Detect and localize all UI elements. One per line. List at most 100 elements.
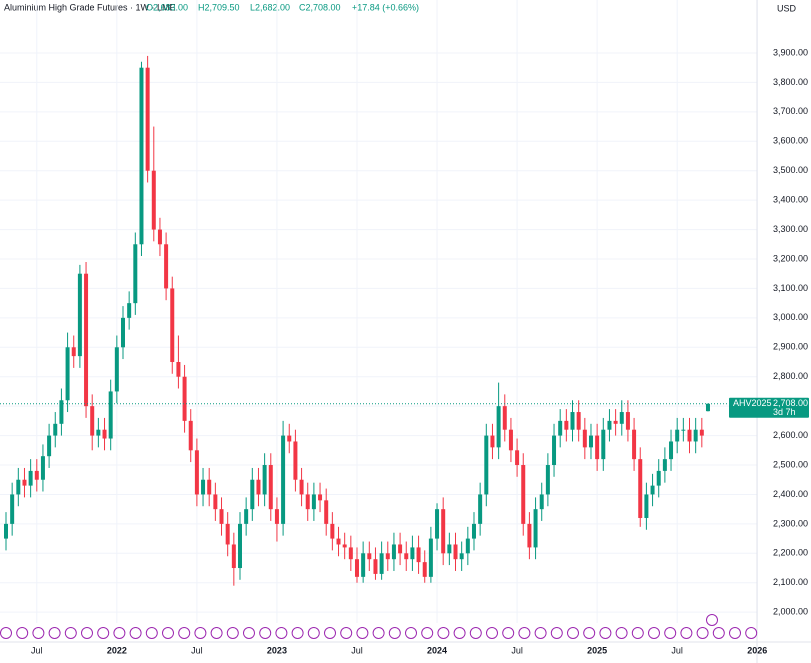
candle-body (120, 317, 125, 348)
candle-body (650, 485, 655, 495)
candle-body (213, 494, 218, 510)
candle-body (207, 479, 212, 495)
event-marker (226, 627, 239, 639)
ohlc-open: O2,683.00 (146, 2, 188, 12)
event-marker (469, 627, 482, 639)
event-marker (486, 627, 498, 639)
candle-body (102, 429, 107, 439)
candle-body (139, 67, 144, 245)
x-tick-label: 2024 (427, 645, 447, 655)
event-marker (0, 627, 12, 639)
event-marker (97, 627, 110, 639)
y-tick-label: 2,100.00 (773, 577, 808, 587)
price-tag-countdown: 3d 7h (773, 407, 796, 417)
candle-body (262, 465, 267, 495)
y-tick-label: 3,200.00 (773, 253, 808, 263)
candle-body (490, 435, 495, 448)
candle-body (287, 435, 292, 442)
event-marker (356, 627, 369, 639)
candle-body (348, 547, 353, 560)
candle-body (361, 553, 366, 577)
candle-body (151, 170, 156, 230)
candle-body (515, 450, 520, 466)
y-tick-label: 3,700.00 (773, 106, 808, 116)
event-marker (567, 627, 579, 639)
candle-body (428, 538, 433, 577)
candle-body (194, 450, 199, 495)
candle-body (496, 406, 501, 448)
candle-body (422, 562, 427, 577)
y-tick-label: 3,800.00 (773, 77, 808, 87)
candle-body (342, 544, 347, 548)
candle-body (96, 429, 101, 436)
candle-body (398, 544, 403, 554)
event-marker (534, 627, 547, 639)
candle-body (244, 509, 249, 524)
candle-body (508, 429, 513, 451)
candle-body (595, 435, 600, 460)
candle-body (619, 412, 624, 424)
candle-body (53, 423, 58, 436)
x-tick-label: 2022 (107, 645, 127, 655)
event-marker (162, 627, 174, 639)
candle-body (133, 244, 138, 304)
y-tick-label: 3,300.00 (773, 224, 808, 234)
candle-body (471, 523, 476, 539)
event-marker (388, 627, 401, 639)
y-tick-label: 3,000.00 (773, 312, 808, 322)
event-marker (324, 627, 336, 639)
price-tag-symbol: AHV2025 (733, 398, 772, 408)
event-marker (729, 627, 741, 639)
candle-body (644, 494, 649, 518)
y-tick-label: 2,800.00 (773, 371, 808, 381)
candle-body (231, 544, 236, 569)
candle-body (22, 479, 27, 486)
y-tick-label: 3,400.00 (773, 195, 808, 205)
ohlc-close: C2,708.00 (299, 2, 341, 12)
candle-body (90, 406, 95, 436)
candle-body (613, 420, 618, 424)
candle-body (336, 538, 341, 545)
candle-body (564, 420, 569, 430)
currency[interactable]: USD (777, 3, 797, 13)
event-marker (243, 627, 255, 639)
event-marker (664, 627, 677, 639)
event-marker (518, 627, 531, 639)
ohlc-high: H2,709.50 (198, 2, 240, 12)
candle-body (484, 435, 489, 495)
x-tick-label: Jul (511, 645, 523, 655)
candle-body (237, 523, 242, 569)
event-marker (113, 627, 126, 639)
candle-body (311, 494, 316, 510)
grid (0, 0, 758, 623)
ohlc-change: +17.84 (+0.66%) (352, 2, 419, 12)
candle-body (669, 441, 674, 460)
event-marker (696, 627, 709, 639)
candle-body (699, 429, 704, 436)
candle-body (533, 509, 538, 548)
candle-body (77, 273, 82, 357)
event-marker (275, 627, 288, 639)
candle-body (632, 429, 637, 460)
candle-body (188, 420, 193, 451)
candle-body (164, 244, 169, 289)
y-tick-label: 3,500.00 (773, 165, 808, 175)
candle-body (410, 547, 415, 560)
candle-body (441, 509, 446, 554)
candle-body (367, 553, 372, 560)
candle-body (588, 435, 593, 448)
event-marker (145, 627, 158, 639)
event-marker (291, 627, 304, 639)
candle-body (219, 509, 224, 524)
candle-body (256, 479, 261, 495)
x-tick-label: Jul (351, 645, 363, 655)
price-tag-value: 2,708.00 (773, 398, 808, 408)
candle-body (527, 523, 532, 548)
event-marker (405, 627, 417, 639)
event-marker (453, 627, 466, 639)
event-marker (421, 627, 434, 639)
candle-body (521, 465, 526, 524)
candle-body (662, 459, 667, 471)
candle-body (16, 479, 21, 495)
